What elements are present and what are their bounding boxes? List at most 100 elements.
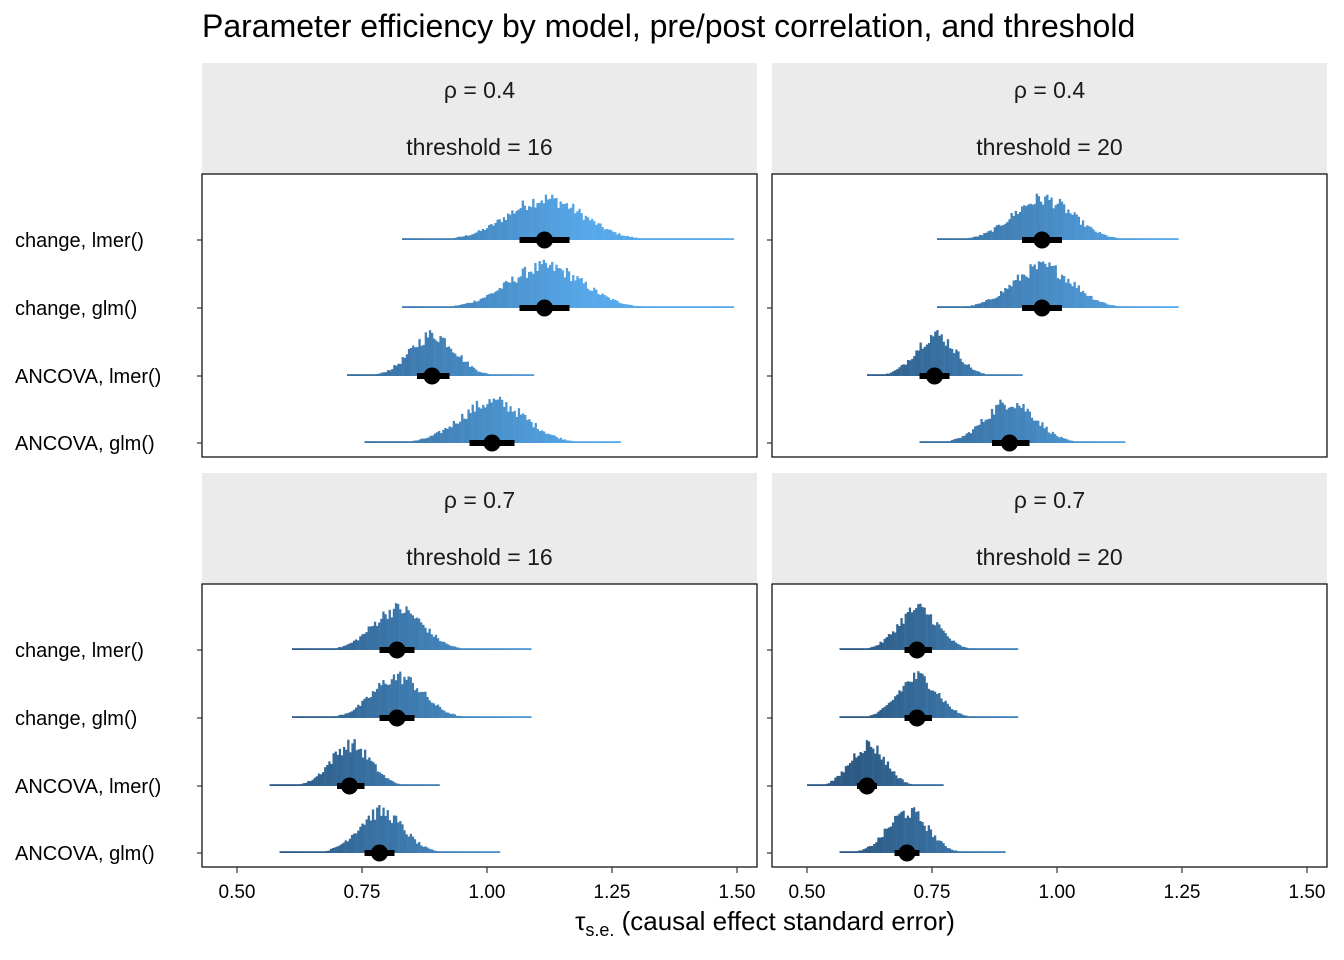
distribution-column: [551, 194, 554, 240]
distribution-column: [419, 439, 422, 443]
distribution-column: [940, 628, 943, 650]
distribution-column: [658, 306, 661, 308]
distribution-column: [1071, 286, 1074, 308]
distribution-column: [1013, 716, 1017, 718]
distribution-column: [1011, 648, 1014, 650]
distribution-column: [900, 691, 903, 718]
distribution-column: [997, 716, 1000, 718]
distribution-column: [481, 648, 484, 650]
distribution-column: [468, 366, 472, 376]
distribution-column: [957, 851, 960, 853]
distribution-column: [985, 232, 988, 240]
distribution-column: [424, 691, 427, 718]
distribution-column: [903, 782, 906, 786]
distribution-column: [958, 238, 961, 240]
distribution-column: [409, 833, 412, 853]
x-tick-label: 1.50: [719, 882, 756, 903]
distribution-column: [308, 648, 312, 650]
distribution-column: [338, 845, 341, 853]
distribution-column: [633, 305, 636, 308]
distribution-column: [463, 418, 466, 443]
distribution-column: [547, 433, 550, 443]
distribution-column: [620, 303, 623, 308]
distribution-column: [962, 238, 965, 240]
distribution-column: [540, 430, 544, 443]
distribution-column: [940, 841, 943, 853]
distribution-column: [1007, 407, 1010, 443]
distribution-column: [437, 238, 440, 240]
distribution-column: [397, 673, 400, 718]
distribution-column: [651, 238, 655, 240]
distribution-column: [449, 714, 452, 718]
distribution-column: [973, 716, 977, 718]
distribution-column: [466, 361, 469, 376]
distribution-column: [538, 260, 541, 308]
distribution-column: [830, 780, 833, 786]
distribution-column: [415, 617, 419, 650]
distribution-column: [506, 716, 509, 718]
distribution-column: [580, 213, 583, 240]
distribution-column: [425, 238, 428, 240]
distribution-column: [359, 705, 362, 718]
distribution-column: [967, 432, 971, 443]
distribution-column: [391, 369, 394, 376]
distribution-column: [959, 713, 962, 718]
distribution-column: [489, 851, 492, 853]
distribution-column: [549, 434, 552, 443]
distribution-column: [462, 304, 466, 308]
distribution-column: [376, 807, 379, 853]
distribution-column: [994, 851, 998, 853]
distribution-column: [475, 232, 478, 240]
distribution-column: [525, 374, 528, 376]
distribution-column: [885, 373, 889, 376]
distribution-column: [288, 784, 291, 786]
distribution-column: [491, 648, 494, 650]
distribution-column: [530, 422, 533, 443]
distribution-column: [729, 306, 732, 308]
distribution-column: [727, 238, 730, 240]
distribution-column: [469, 413, 472, 443]
distribution-column: [871, 845, 874, 853]
distribution-column: [1100, 302, 1104, 308]
distribution-column: [1114, 441, 1118, 443]
distribution-column: [696, 238, 699, 240]
distribution-column: [584, 281, 587, 308]
distribution-column: [841, 716, 844, 718]
distribution-column: [884, 764, 887, 786]
distribution-column: [402, 306, 405, 308]
distribution-column: [704, 238, 707, 240]
distribution-column: [513, 281, 516, 308]
distribution-column: [908, 681, 912, 718]
distribution-column: [378, 683, 381, 718]
distribution-column: [373, 621, 377, 650]
distribution-column: [403, 612, 406, 650]
distribution-column: [402, 238, 405, 240]
distribution-column: [942, 702, 945, 718]
distribution-column: [969, 433, 973, 443]
distribution-column: [982, 716, 985, 718]
facet-strip: [772, 63, 1327, 174]
distribution-column: [984, 851, 987, 853]
distribution-column: [1111, 236, 1114, 240]
distribution-column: [1045, 426, 1048, 443]
distribution-column: [923, 607, 926, 650]
distribution-column: [984, 648, 987, 650]
distribution-column: [294, 716, 297, 718]
distribution-column: [917, 671, 920, 718]
distribution-column: [859, 752, 862, 786]
distribution-column: [497, 716, 501, 718]
distribution-column: [957, 438, 960, 443]
distribution-column: [402, 441, 405, 443]
distribution-column: [1058, 437, 1061, 443]
distribution-column: [410, 306, 413, 308]
distribution-column: [420, 345, 423, 376]
distribution-column: [420, 691, 423, 718]
distribution-column: [517, 209, 520, 240]
distribution-column: [898, 690, 901, 718]
distribution-column: [898, 626, 901, 650]
distribution-column: [448, 238, 451, 240]
distribution-column: [944, 441, 947, 443]
distribution-column: [980, 419, 983, 443]
distribution-column: [536, 203, 539, 240]
distribution-column: [978, 424, 981, 443]
